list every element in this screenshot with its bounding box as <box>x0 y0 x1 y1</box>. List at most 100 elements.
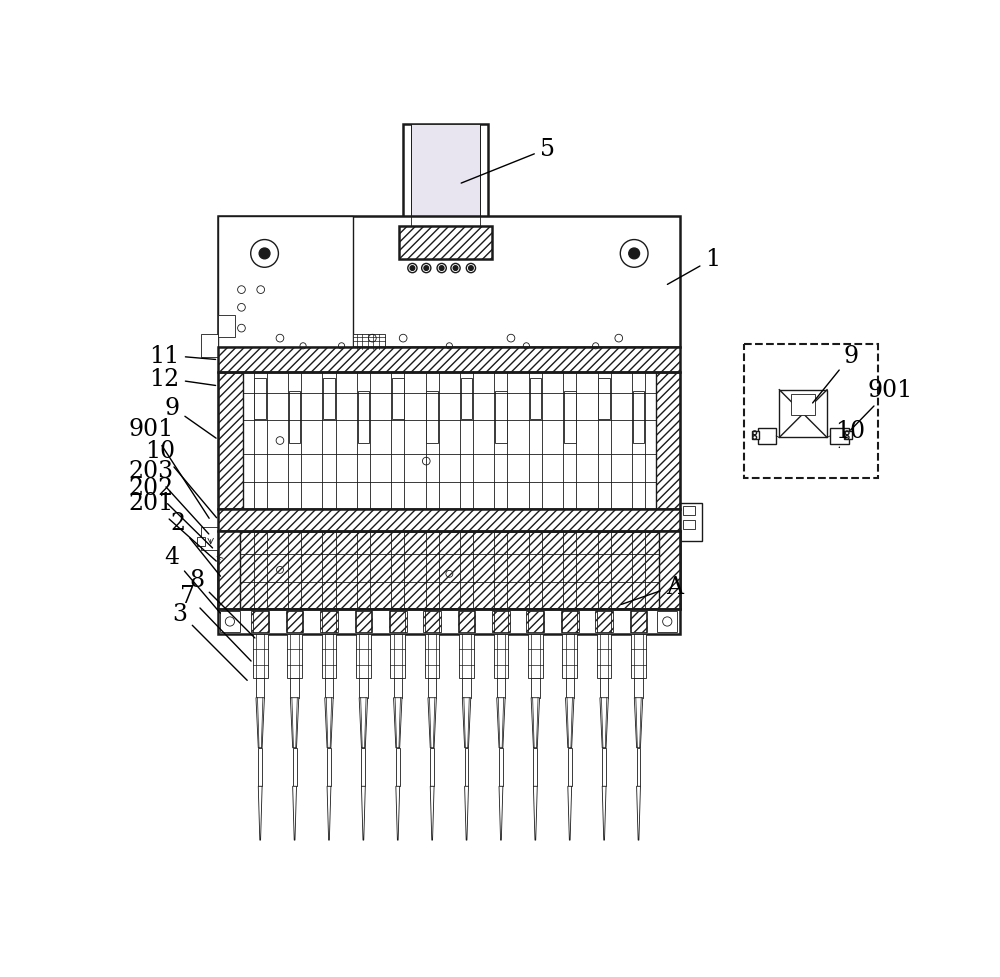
Polygon shape <box>600 698 608 748</box>
Text: 2: 2 <box>170 512 220 576</box>
Bar <box>656 372 680 510</box>
Polygon shape <box>465 786 468 840</box>
Bar <box>598 379 610 419</box>
Bar <box>218 531 240 610</box>
Polygon shape <box>394 698 402 748</box>
Polygon shape <box>430 786 434 840</box>
Text: 3: 3 <box>173 602 247 681</box>
Bar <box>290 679 299 698</box>
Bar <box>356 634 371 679</box>
Bar <box>286 611 303 633</box>
Bar <box>201 334 218 358</box>
Circle shape <box>469 267 473 271</box>
Bar <box>600 679 608 698</box>
Bar <box>218 531 680 610</box>
Bar <box>320 611 338 633</box>
Bar <box>462 679 471 698</box>
Polygon shape <box>256 698 264 748</box>
Bar <box>465 748 468 786</box>
Bar <box>634 679 643 698</box>
Bar <box>218 372 680 510</box>
Polygon shape <box>637 786 640 840</box>
Polygon shape <box>499 786 503 840</box>
Bar <box>396 748 400 786</box>
Circle shape <box>629 249 640 260</box>
Bar <box>355 611 372 633</box>
Bar <box>430 748 434 786</box>
Bar <box>218 610 680 634</box>
Bar <box>358 392 369 444</box>
Bar <box>218 372 243 510</box>
Bar <box>218 510 680 531</box>
Bar <box>394 679 402 698</box>
Circle shape <box>453 267 458 271</box>
Polygon shape <box>396 786 400 840</box>
Polygon shape <box>462 698 471 748</box>
Text: 7: 7 <box>180 584 251 661</box>
Bar <box>218 217 680 348</box>
Bar <box>595 611 613 633</box>
Bar <box>251 611 269 633</box>
Polygon shape <box>497 698 505 748</box>
Polygon shape <box>325 698 333 748</box>
Bar <box>458 611 475 633</box>
Bar <box>359 679 368 698</box>
Bar <box>426 392 438 444</box>
Text: 8: 8 <box>189 569 255 638</box>
Bar <box>322 634 336 679</box>
Bar <box>499 748 503 786</box>
Text: 203: 203 <box>129 459 209 534</box>
Text: 4: 4 <box>165 546 220 614</box>
Bar <box>353 334 385 350</box>
Polygon shape <box>566 698 574 748</box>
Polygon shape <box>602 786 606 840</box>
Bar <box>425 634 439 679</box>
Polygon shape <box>361 786 365 840</box>
Bar <box>323 379 335 419</box>
Polygon shape <box>531 698 540 748</box>
Bar <box>744 344 878 479</box>
Polygon shape <box>533 786 537 840</box>
Bar <box>844 432 852 440</box>
Bar <box>218 531 680 610</box>
Bar <box>533 748 537 786</box>
Text: 201: 201 <box>128 491 216 562</box>
Bar <box>752 432 759 440</box>
Circle shape <box>259 249 270 260</box>
Bar <box>287 634 302 679</box>
Bar <box>218 316 235 337</box>
Bar <box>411 125 480 221</box>
Bar <box>630 611 647 633</box>
Bar <box>218 217 353 348</box>
Bar <box>659 531 680 610</box>
Bar <box>423 611 441 633</box>
Polygon shape <box>293 786 297 840</box>
Bar <box>392 379 404 419</box>
Bar <box>566 679 574 698</box>
Text: 10: 10 <box>835 419 865 447</box>
Circle shape <box>410 267 415 271</box>
Bar <box>361 748 365 786</box>
Text: 10: 10 <box>145 440 217 518</box>
Bar <box>758 429 776 445</box>
Bar <box>657 611 677 633</box>
Bar <box>779 390 827 438</box>
Polygon shape <box>428 698 436 748</box>
Bar <box>602 748 606 786</box>
Bar <box>293 748 297 786</box>
Bar <box>637 748 640 786</box>
Bar <box>683 521 695 530</box>
Bar <box>197 537 205 546</box>
Text: 5: 5 <box>461 138 555 184</box>
Polygon shape <box>634 698 643 748</box>
Polygon shape <box>258 786 262 840</box>
Bar <box>631 634 646 679</box>
Bar <box>256 679 264 698</box>
Bar <box>680 503 702 542</box>
Bar <box>562 634 577 679</box>
Bar <box>220 611 240 633</box>
Bar <box>258 748 262 786</box>
Bar <box>528 634 543 679</box>
Polygon shape <box>359 698 368 748</box>
Bar <box>633 392 644 444</box>
